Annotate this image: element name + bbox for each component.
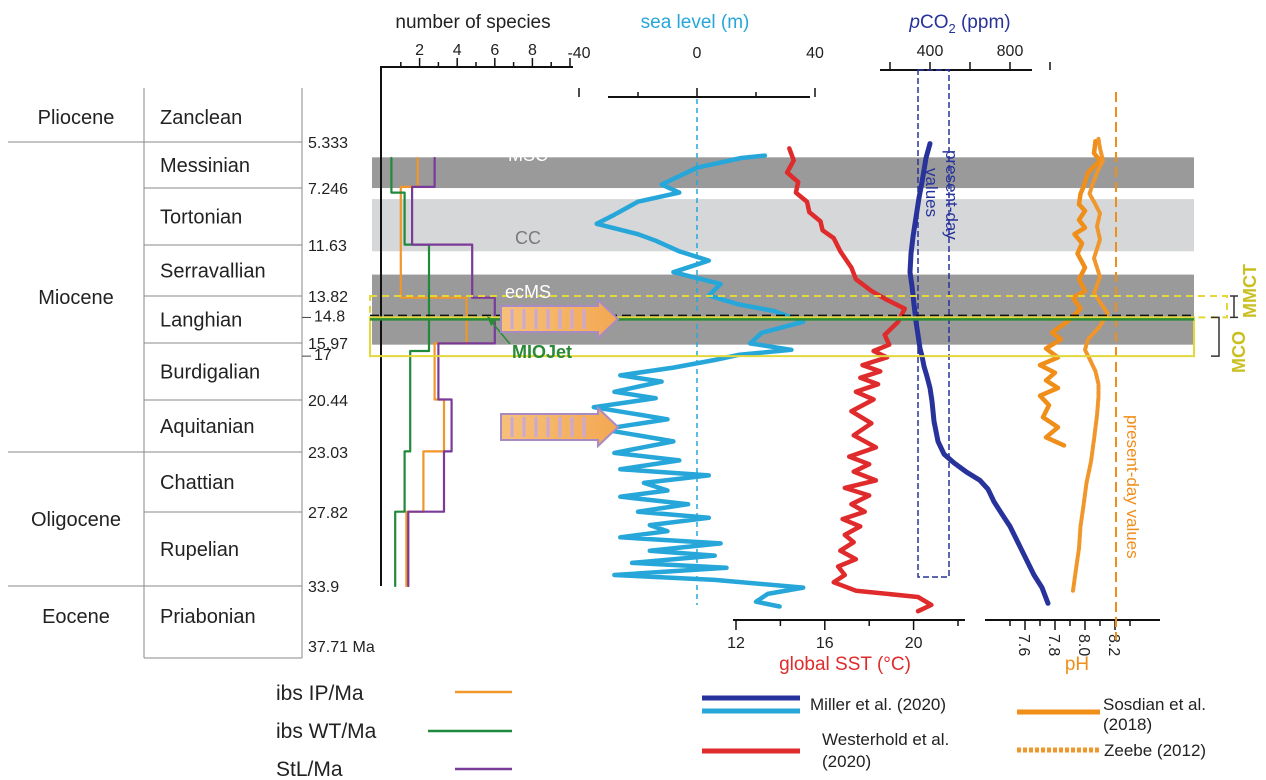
co2-title-suffix: (ppm)	[956, 12, 1011, 33]
ph-zeebe-line	[1071, 136, 1110, 593]
co2-present-day-label-2: values	[922, 168, 941, 217]
age-label: 5.333	[308, 135, 348, 152]
stage-label: Burdigalian	[160, 362, 260, 384]
co2-axis-title: pCO2 (ppm)	[908, 12, 1010, 36]
mmct-bracket	[1230, 295, 1238, 319]
stage-label: Chattian	[160, 472, 235, 494]
age-label: 17	[314, 347, 332, 364]
co2-title-sub: 2	[948, 21, 955, 36]
age-label: 13.82	[308, 289, 348, 306]
panel-axes: 2 4 6 8 -40 0 40 400 800 12 16 20 7.6 7.8 8.0 8.2	[380, 42, 1160, 656]
legend-westerhold-label-2: (2020)	[822, 752, 871, 771]
species-tick-label: 2	[415, 42, 424, 59]
miojet-arrow-upper	[500, 297, 620, 341]
age-label: 7.246	[308, 181, 348, 198]
sst-line	[784, 146, 934, 614]
species-tick-label: 8	[528, 42, 537, 59]
mco-bracket	[1211, 316, 1220, 357]
stage-label: Messinian	[160, 155, 250, 177]
co2-tick-label: 800	[997, 43, 1024, 60]
band-msc	[372, 157, 1194, 189]
ecms-band-label: ecMS	[505, 282, 551, 302]
msc-band-label: MSC	[508, 145, 548, 165]
species-tick-label: 4	[453, 42, 462, 59]
legend-westerhold-label-1: Westerhold et al.	[822, 730, 949, 749]
sea-level-tick-label: -40	[567, 45, 590, 62]
epoch-label: Pliocene	[38, 107, 115, 129]
stage-label: Tortonian	[160, 207, 242, 229]
age-label: 20.44	[308, 393, 348, 410]
age-label: 27.82	[308, 505, 348, 522]
mmct-box	[369, 295, 1228, 319]
cc-band-label: CC	[515, 228, 541, 248]
stage-label: Langhian	[160, 310, 242, 332]
data-series	[390, 136, 1110, 614]
mco-label: MCO	[1229, 331, 1249, 373]
miojet-pointer-head	[487, 316, 496, 326]
legend-ibs-ip-label: ibs IP/Ma	[276, 682, 364, 705]
mmct-label: MMCT	[1240, 264, 1260, 318]
ph-tick-label: 7.8	[1045, 634, 1062, 656]
legend-sosdian-label-1: Sosdian et al.	[1103, 695, 1206, 714]
stage-label: Zanclean	[160, 107, 242, 129]
sea-level-line	[591, 153, 806, 609]
stage-label: Aquitanian	[160, 416, 255, 438]
miojet-arrow-lower	[500, 405, 620, 449]
sea-level-axis-title: sea level (m)	[641, 12, 750, 33]
sea-level-tick-label: 40	[806, 45, 824, 62]
age-label: 14.8	[314, 308, 345, 325]
stage-label: Priabonian	[160, 606, 256, 628]
co2-tick-label: 400	[917, 43, 944, 60]
stage-label: Rupelian	[160, 539, 239, 561]
ph-present-day-label: present-day values	[1123, 415, 1142, 559]
ph-tick-label: 8.0	[1075, 634, 1092, 656]
legend-zeebe-label: Zeebe (2012)	[1104, 741, 1206, 760]
legend-stl-label: StL/Ma	[276, 758, 343, 780]
species-tick-label: 6	[490, 42, 499, 59]
ibs-wt-line	[390, 156, 431, 588]
legend-sosdian-label-2: (2018)	[1103, 715, 1152, 734]
sst-tick-label: 12	[727, 635, 745, 652]
legend-ibs-wt-label: ibs WT/Ma	[276, 720, 377, 743]
geologic-timescale: Pliocene Miocene Oligocene Eocene Zanclean Me…	[8, 88, 375, 659]
age-label: 37.71 Ma	[308, 639, 375, 656]
sea-level-tick-label: 0	[693, 45, 702, 62]
co2-title-prefix: p	[908, 12, 920, 33]
sst-axis-title: global SST (°C)	[779, 654, 911, 675]
stage-label: Serravallian	[160, 261, 266, 283]
stl-line	[407, 156, 496, 588]
legend-miller-label: Miller et al. (2020)	[810, 695, 946, 714]
co2-line	[907, 141, 1051, 606]
band-cc	[372, 199, 1194, 252]
co2-title-main: CO	[920, 12, 949, 33]
ph-tick-label: 8.2	[1105, 634, 1122, 656]
age-label: 15.97	[308, 336, 348, 353]
co2-present-day-label-1: present-day	[942, 150, 961, 240]
ph-axis-title: pH	[1065, 654, 1089, 675]
ph-tick-label: 7.6	[1015, 634, 1032, 656]
epoch-label: Eocene	[42, 606, 110, 628]
sst-tick-label: 20	[905, 635, 923, 652]
age-label: 11.63	[308, 238, 347, 255]
age-label: 23.03	[308, 445, 348, 462]
ph-sosdian-line	[1037, 138, 1103, 448]
sst-tick-label: 16	[816, 635, 834, 652]
legend: ibs IP/Ma ibs WT/Ma StL/Ma Miller et al.…	[276, 682, 1206, 780]
ibs-ip-line	[399, 156, 468, 588]
species-axis-title: number of species	[395, 12, 550, 33]
epoch-label: Miocene	[38, 287, 114, 309]
age-label: 33.9	[308, 579, 339, 596]
epoch-label: Oligocene	[31, 509, 121, 531]
miojet-label: MIOJet	[512, 342, 572, 362]
